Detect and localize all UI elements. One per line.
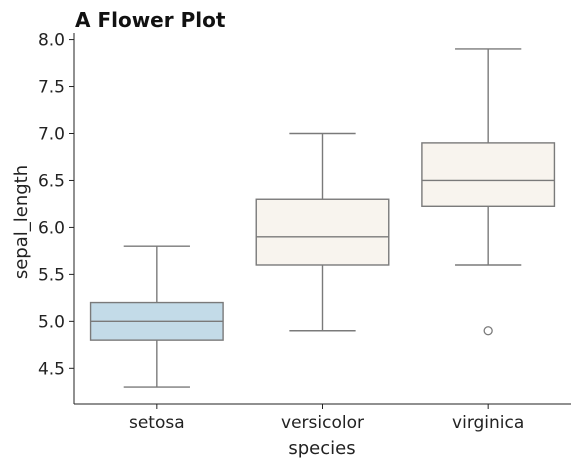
outlier-point — [483, 326, 493, 336]
x-tick-label: virginica — [452, 413, 524, 433]
y-tick-label: 6.5 — [38, 171, 65, 191]
y-tick-label: 6.0 — [38, 218, 65, 238]
y-tick-label: 7.0 — [38, 124, 65, 144]
box-versicolor — [255, 198, 390, 266]
box-virginica — [421, 142, 556, 207]
y-tick-label: 7.5 — [38, 78, 65, 98]
y-tick-label: 8.0 — [38, 31, 65, 51]
y-tick-label: 4.5 — [38, 359, 65, 379]
x-tick-label: versicolor — [281, 413, 364, 433]
y-tick-label: 5.0 — [38, 312, 65, 332]
y-tick-label: 5.5 — [38, 265, 65, 285]
y-axis-label: sepal_length — [11, 165, 32, 279]
chart-title: A Flower Plot — [75, 8, 226, 32]
x-axis-label: species — [288, 438, 355, 459]
plot-area: 4.5 5.0 5.5 6.0 6.5 7.0 7.5 8.0 setosa versicolor… — [38, 31, 571, 433]
x-tick-label: setosa — [129, 413, 185, 433]
